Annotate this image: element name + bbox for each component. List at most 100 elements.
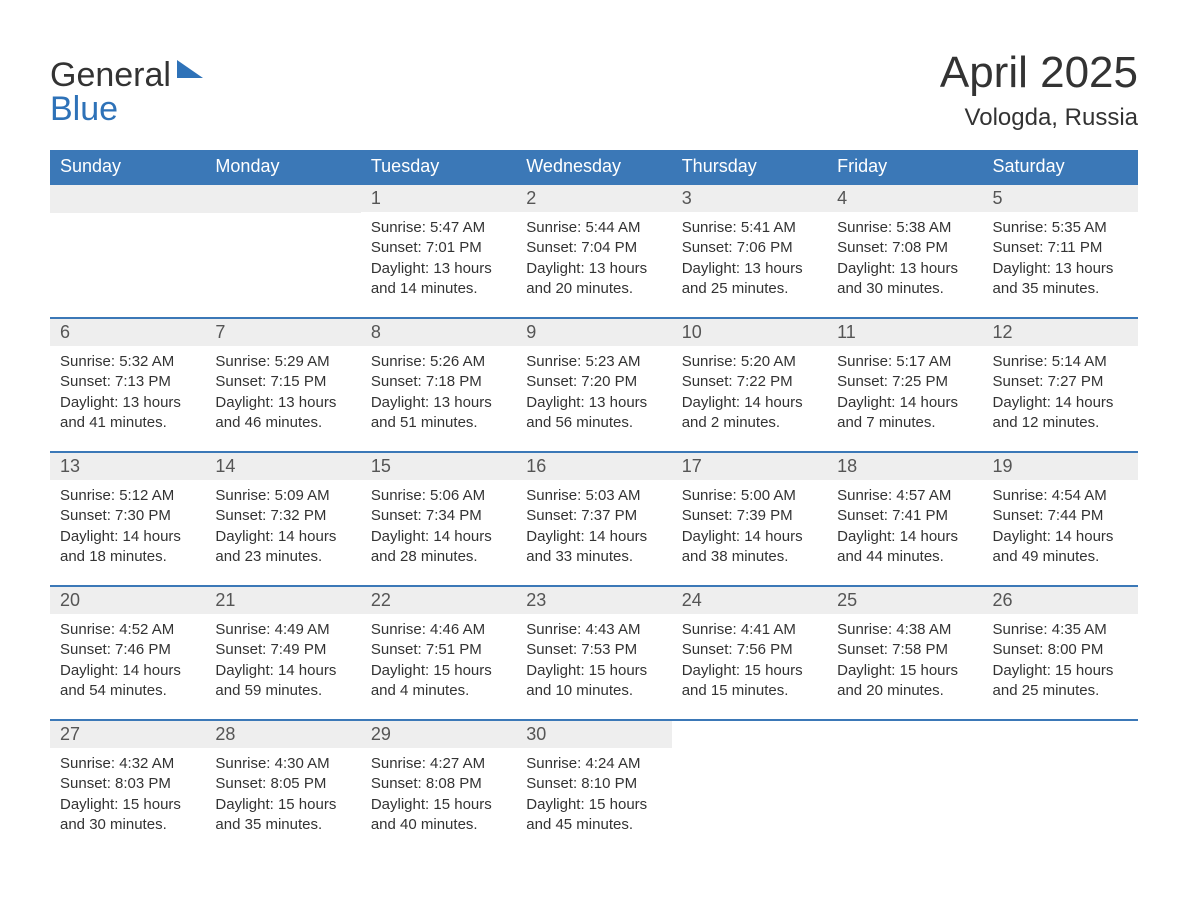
sunset-line: Sunset: 7:34 PM (371, 506, 506, 526)
sunrise-line: Sunrise: 5:14 AM (993, 352, 1128, 372)
sunrise-line: Sunrise: 5:12 AM (60, 486, 195, 506)
day-number: 7 (205, 319, 360, 346)
day-content: Sunrise: 5:09 AMSunset: 7:32 PMDaylight:… (205, 486, 360, 567)
sunrise-line: Sunrise: 5:17 AM (837, 352, 972, 372)
location: Vologda, Russia (940, 104, 1138, 132)
day-content: Sunrise: 4:46 AMSunset: 7:51 PMDaylight:… (361, 620, 516, 701)
logo-text-general: General (50, 56, 171, 94)
day-number: 14 (205, 453, 360, 480)
daylight-line: Daylight: 14 hours and 44 minutes. (837, 527, 972, 568)
day-number (50, 185, 205, 213)
day-number: 4 (827, 185, 982, 212)
day-number: 5 (983, 185, 1138, 212)
logo: General Blue (50, 48, 205, 126)
daylight-line: Daylight: 13 hours and 41 minutes. (60, 393, 195, 434)
sunset-line: Sunset: 7:20 PM (526, 372, 661, 392)
logo-text-blue: Blue (50, 90, 118, 128)
day-content: Sunrise: 5:23 AMSunset: 7:20 PMDaylight:… (516, 352, 671, 433)
sunrise-line: Sunrise: 4:52 AM (60, 620, 195, 640)
day-number: 20 (50, 587, 205, 614)
day-content: Sunrise: 5:12 AMSunset: 7:30 PMDaylight:… (50, 486, 205, 567)
day-number: 10 (672, 319, 827, 346)
sunrise-line: Sunrise: 4:54 AM (993, 486, 1128, 506)
daylight-line: Daylight: 14 hours and 18 minutes. (60, 527, 195, 568)
week-row: 27Sunrise: 4:32 AMSunset: 8:03 PMDayligh… (50, 719, 1138, 853)
daylight-line: Daylight: 13 hours and 25 minutes. (682, 259, 817, 300)
daylight-line: Daylight: 14 hours and 12 minutes. (993, 393, 1128, 434)
weekday-header: Monday (205, 150, 360, 183)
day-content: Sunrise: 5:41 AMSunset: 7:06 PMDaylight:… (672, 218, 827, 299)
daylight-line: Daylight: 15 hours and 45 minutes. (526, 795, 661, 836)
day-content: Sunrise: 5:29 AMSunset: 7:15 PMDaylight:… (205, 352, 360, 433)
day-content: Sunrise: 5:14 AMSunset: 7:27 PMDaylight:… (983, 352, 1138, 433)
day-number: 17 (672, 453, 827, 480)
sunset-line: Sunset: 7:27 PM (993, 372, 1128, 392)
weekday-header: Tuesday (361, 150, 516, 183)
week-row: 13 Sunrise: 5:12 AMSunset: 7:30 PMDayligh… (50, 451, 1138, 585)
sunrise-line: Sunrise: 4:49 AM (215, 620, 350, 640)
day-content: Sunrise: 4:49 AMSunset: 7:49 PMDaylight:… (205, 620, 360, 701)
sunrise-line: Sunrise: 5:26 AM (371, 352, 506, 372)
day-content: Sunrise: 4:30 AMSunset: 8:05 PMDaylight:… (205, 754, 360, 835)
sunset-line: Sunset: 7:04 PM (526, 238, 661, 258)
calendar-day: 9Sunrise: 5:23 AMSunset: 7:20 PMDaylight… (516, 319, 671, 451)
sunset-line: Sunset: 7:06 PM (682, 238, 817, 258)
day-number: 25 (827, 587, 982, 614)
day-number: 18 (827, 453, 982, 480)
day-number: 24 (672, 587, 827, 614)
calendar-day: 29Sunrise: 4:27 AMSunset: 8:08 PMDayligh… (361, 721, 516, 853)
sunset-line: Sunset: 7:15 PM (215, 372, 350, 392)
day-content: Sunrise: 4:57 AMSunset: 7:41 PMDaylight:… (827, 486, 982, 567)
day-number: 27 (50, 721, 205, 748)
sunset-line: Sunset: 7:25 PM (837, 372, 972, 392)
sunrise-line: Sunrise: 5:09 AM (215, 486, 350, 506)
day-content: Sunrise: 4:54 AMSunset: 7:44 PMDaylight:… (983, 486, 1138, 567)
day-number: 28 (205, 721, 360, 748)
calendar-day: 30Sunrise: 4:24 AMSunset: 8:10 PMDayligh… (516, 721, 671, 853)
calendar-day: 19Sunrise: 4:54 AMSunset: 7:44 PMDayligh… (983, 453, 1138, 585)
daylight-line: Daylight: 15 hours and 40 minutes. (371, 795, 506, 836)
daylight-line: Daylight: 13 hours and 51 minutes. (371, 393, 506, 434)
week-row: 6Sunrise: 5:32 AMSunset: 7:13 PMDaylight… (50, 317, 1138, 451)
sunrise-line: Sunrise: 5:35 AM (993, 218, 1128, 238)
day-content: Sunrise: 5:17 AMSunset: 7:25 PMDaylight:… (827, 352, 982, 433)
sunset-line: Sunset: 8:00 PM (993, 640, 1128, 660)
calendar-day: 10Sunrise: 5:20 AMSunset: 7:22 PMDayligh… (672, 319, 827, 451)
week-row: 1Sunrise: 5:47 AMSunset: 7:01 PMDaylight… (50, 183, 1138, 317)
calendar-day: 2Sunrise: 5:44 AMSunset: 7:04 PMDaylight… (516, 185, 671, 317)
calendar-day: 25Sunrise: 4:38 AMSunset: 7:58 PMDayligh… (827, 587, 982, 719)
sunrise-line: Sunrise: 5:29 AM (215, 352, 350, 372)
day-content: Sunrise: 5:26 AMSunset: 7:18 PMDaylight:… (361, 352, 516, 433)
sunrise-line: Sunrise: 4:46 AM (371, 620, 506, 640)
daylight-line: Daylight: 14 hours and 49 minutes. (993, 527, 1128, 568)
calendar-day: 22Sunrise: 4:46 AMSunset: 7:51 PMDayligh… (361, 587, 516, 719)
day-number: 26 (983, 587, 1138, 614)
daylight-line: Daylight: 13 hours and 30 minutes. (837, 259, 972, 300)
sunrise-line: Sunrise: 4:57 AM (837, 486, 972, 506)
day-number: 11 (827, 319, 982, 346)
sunset-line: Sunset: 7:37 PM (526, 506, 661, 526)
sunset-line: Sunset: 7:44 PM (993, 506, 1128, 526)
calendar-day: 23Sunrise: 4:43 AMSunset: 7:53 PMDayligh… (516, 587, 671, 719)
sunset-line: Sunset: 8:10 PM (526, 774, 661, 794)
sunset-line: Sunset: 7:51 PM (371, 640, 506, 660)
weekday-header: Saturday (983, 150, 1138, 183)
weekday-header: Wednesday (516, 150, 671, 183)
day-number: 13 (50, 453, 205, 480)
day-number: 12 (983, 319, 1138, 346)
day-content: Sunrise: 4:43 AMSunset: 7:53 PMDaylight:… (516, 620, 671, 701)
week-row: 20Sunrise: 4:52 AMSunset: 7:46 PMDayligh… (50, 585, 1138, 719)
day-number: 3 (672, 185, 827, 212)
calendar-day: 3 Sunrise: 5:41 AMSunset: 7:06 PMDaylight… (672, 185, 827, 317)
day-content: Sunrise: 4:27 AMSunset: 8:08 PMDaylight:… (361, 754, 516, 835)
calendar-day: 11 Sunrise: 5:17 AMSunset: 7:25 PMDayligh… (827, 319, 982, 451)
daylight-line: Daylight: 15 hours and 35 minutes. (215, 795, 350, 836)
calendar-day: 16Sunrise: 5:03 AMSunset: 7:37 PMDayligh… (516, 453, 671, 585)
day-number: 15 (361, 453, 516, 480)
calendar-day: 7 Sunrise: 5:29 AMSunset: 7:15 PMDaylight… (205, 319, 360, 451)
daylight-line: Daylight: 15 hours and 4 minutes. (371, 661, 506, 702)
daylight-line: Daylight: 14 hours and 33 minutes. (526, 527, 661, 568)
calendar-day (205, 185, 360, 317)
day-content: Sunrise: 5:03 AMSunset: 7:37 PMDaylight:… (516, 486, 671, 567)
calendar-day: 14 Sunrise: 5:09 AMSunset: 7:32 PMDayligh… (205, 453, 360, 585)
